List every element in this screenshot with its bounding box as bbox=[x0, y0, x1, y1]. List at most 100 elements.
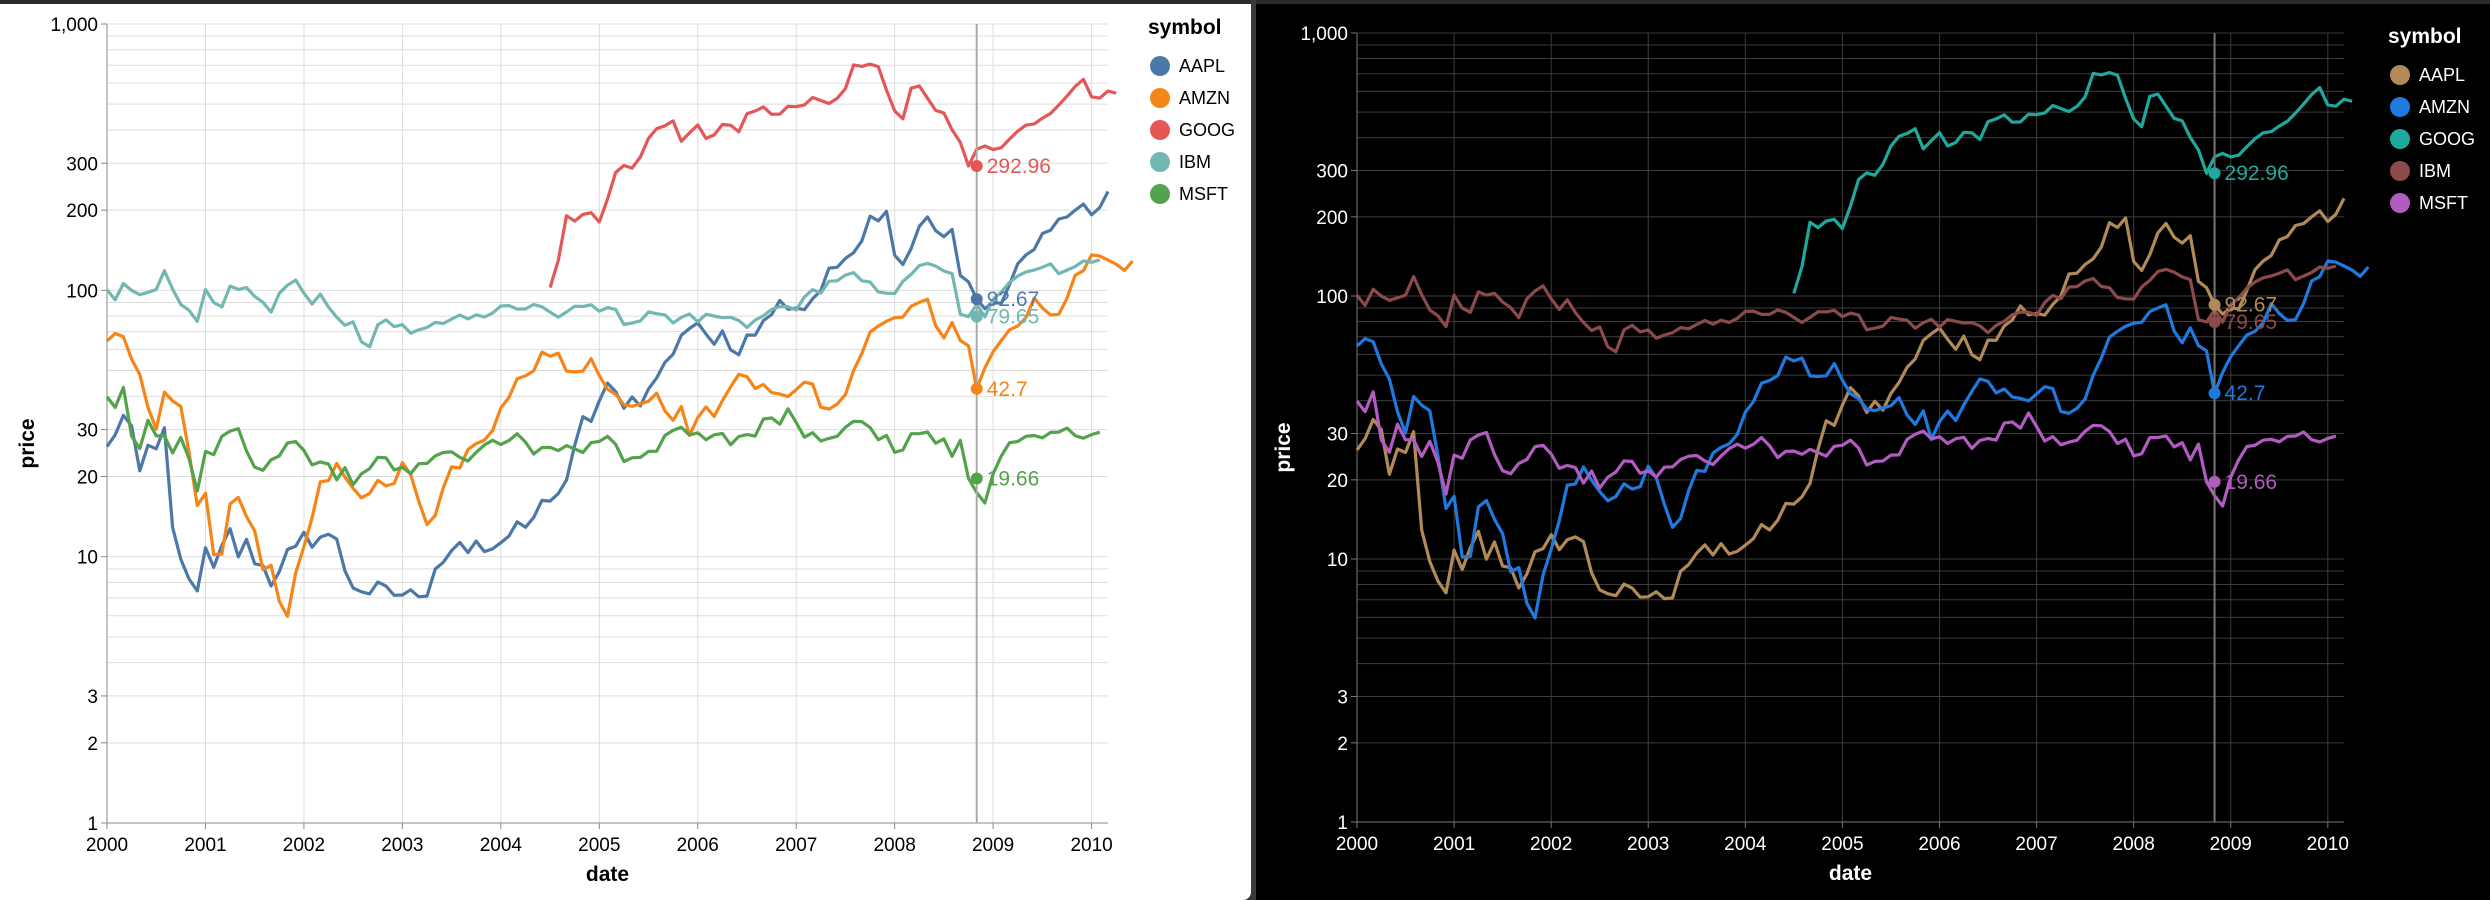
legend-label-goog[interactable]: GOOG bbox=[2419, 129, 2475, 149]
legend[interactable]: symbol AAPL AMZN GOOG IBM MSFT bbox=[2388, 25, 2475, 213]
y-tick-label: 300 bbox=[66, 154, 98, 175]
legend[interactable]: symbol AAPL AMZN GOOG IBM MSFT bbox=[1148, 16, 1235, 204]
legend-swatch-goog[interactable] bbox=[1150, 120, 1170, 140]
top-bar bbox=[0, 0, 1251, 4]
dark-chart-panel: 1 2 3 10 20 30 100 200 300 1,000 2000 2001 2002 2003 2… bbox=[1256, 0, 2490, 900]
legend-swatch-ibm[interactable] bbox=[1150, 152, 1170, 172]
x-tick-label: 2006 bbox=[1918, 834, 1960, 855]
y-tick-label: 20 bbox=[77, 467, 98, 488]
y-tick-label: 100 bbox=[66, 281, 98, 302]
legend-swatch-msft[interactable] bbox=[2390, 193, 2410, 213]
y-tick-label: 30 bbox=[77, 421, 98, 442]
x-tick-label: 2005 bbox=[578, 835, 620, 856]
hover-label-aapl: 92.67 bbox=[2225, 294, 2278, 317]
hover-point-aapl[interactable] bbox=[2208, 298, 2221, 311]
x-tick-label: 2000 bbox=[86, 835, 128, 856]
legend-label-msft[interactable]: MSFT bbox=[1179, 184, 1228, 204]
light-chart-svg[interactable]: 1 2 3 10 20 30 100 200 300 1,000 2000 2001 2002 2003 2… bbox=[0, 0, 1251, 900]
y-tick-label: 10 bbox=[77, 548, 98, 569]
series-line-ibm[interactable] bbox=[105, 258, 1101, 349]
x-tick-label: 2006 bbox=[677, 835, 719, 856]
y-tick-label: 10 bbox=[1327, 550, 1348, 571]
x-tick-label: 2001 bbox=[1433, 834, 1475, 855]
x-tick-label: 2005 bbox=[1821, 834, 1863, 855]
series-line-goog[interactable] bbox=[548, 62, 1117, 289]
x-tick-label: 2002 bbox=[283, 835, 325, 856]
light-chart-panel: 1 2 3 10 20 30 100 200 300 1,000 2000 2001 2002 2003 2… bbox=[0, 0, 1251, 900]
x-tick-label: 2000 bbox=[1336, 834, 1378, 855]
legend-swatch-aapl[interactable] bbox=[2390, 65, 2410, 85]
hover-point-msft[interactable] bbox=[2208, 475, 2221, 488]
x-axis-title: date bbox=[586, 863, 629, 886]
y-tick-label: 100 bbox=[1316, 287, 1348, 308]
legend-swatch-goog[interactable] bbox=[2390, 129, 2410, 149]
hover-label-amzn: 42.7 bbox=[987, 378, 1028, 401]
series-line-msft[interactable] bbox=[105, 385, 1101, 505]
y-tick-label: 30 bbox=[1327, 425, 1348, 446]
series-lines bbox=[1355, 71, 2370, 620]
legend-swatch-amzn[interactable] bbox=[2390, 97, 2410, 117]
hover-point-aapl[interactable] bbox=[970, 293, 983, 306]
hover-point-amzn[interactable] bbox=[970, 382, 983, 395]
hover-point-ibm[interactable] bbox=[2208, 315, 2221, 328]
x-tick-label: 2004 bbox=[1724, 834, 1767, 855]
y-tick-label: 1,000 bbox=[50, 15, 98, 36]
top-bar bbox=[1256, 0, 2490, 4]
x-tick-label: 2001 bbox=[184, 835, 226, 856]
hover-label-aapl: 92.67 bbox=[987, 288, 1040, 311]
x-tick-label: 2008 bbox=[2113, 834, 2155, 855]
hover-label-msft: 19.66 bbox=[987, 467, 1040, 490]
series-line-ibm[interactable] bbox=[1355, 264, 2337, 354]
series-line-amzn[interactable] bbox=[1355, 259, 2370, 620]
hover-point-msft[interactable] bbox=[970, 472, 983, 485]
y-tick-label: 3 bbox=[1337, 688, 1348, 709]
legend-swatch-msft[interactable] bbox=[1150, 184, 1170, 204]
y-tick-label: 2 bbox=[87, 734, 98, 755]
series-line-goog[interactable] bbox=[1792, 71, 2353, 294]
hover-labels: 92.67 42.7 292.96 79.65 19.66 bbox=[970, 155, 1051, 490]
grid bbox=[1356, 32, 2344, 823]
hover-point-amzn[interactable] bbox=[2208, 387, 2221, 400]
x-tick-label: 2007 bbox=[2015, 834, 2057, 855]
y-tick-label: 20 bbox=[1327, 471, 1348, 492]
y-tick-label: 1 bbox=[87, 814, 98, 835]
legend-label-ibm[interactable]: IBM bbox=[1179, 152, 1211, 172]
y-axis-title: price bbox=[1272, 422, 1295, 472]
legend-label-amzn[interactable]: AMZN bbox=[2419, 97, 2470, 117]
legend-title: symbol bbox=[1148, 16, 1222, 39]
x-tick-label: 2007 bbox=[775, 835, 817, 856]
hover-label-ibm: 79.65 bbox=[2225, 311, 2278, 334]
axes: 1 2 3 10 20 30 100 200 300 1,000 2000 2001 2002 2003 2… bbox=[50, 15, 1112, 856]
dark-chart-svg[interactable]: 1 2 3 10 20 30 100 200 300 1,000 2000 2001 2002 2003 2… bbox=[1256, 0, 2490, 900]
legend-label-aapl[interactable]: AAPL bbox=[2419, 65, 2465, 85]
hover-point-goog[interactable] bbox=[970, 160, 983, 173]
x-tick-label: 2004 bbox=[480, 835, 523, 856]
hover-point-ibm[interactable] bbox=[970, 310, 983, 323]
hover-label-goog: 292.96 bbox=[987, 155, 1051, 178]
series-line-amzn[interactable] bbox=[105, 253, 1134, 618]
x-tick-label: 2008 bbox=[874, 835, 916, 856]
x-tick-label: 2003 bbox=[1627, 834, 1669, 855]
legend-label-goog[interactable]: GOOG bbox=[1179, 120, 1235, 140]
y-tick-label: 3 bbox=[87, 687, 98, 708]
legend-label-msft[interactable]: MSFT bbox=[2419, 193, 2468, 213]
x-tick-label: 2010 bbox=[1070, 835, 1112, 856]
legend-label-aapl[interactable]: AAPL bbox=[1179, 56, 1225, 76]
x-tick-label: 2009 bbox=[2210, 834, 2252, 855]
y-tick-label: 1,000 bbox=[1300, 24, 1348, 45]
legend-label-ibm[interactable]: IBM bbox=[2419, 161, 2451, 181]
y-axis-title: price bbox=[16, 418, 39, 468]
hover-label-msft: 19.66 bbox=[2225, 471, 2278, 494]
grid bbox=[106, 23, 1108, 824]
y-tick-label: 1 bbox=[1337, 813, 1348, 834]
legend-swatch-aapl[interactable] bbox=[1150, 56, 1170, 76]
legend-title: symbol bbox=[2388, 25, 2462, 48]
legend-swatch-amzn[interactable] bbox=[1150, 88, 1170, 108]
legend-label-amzn[interactable]: AMZN bbox=[1179, 88, 1230, 108]
x-tick-label: 2002 bbox=[1530, 834, 1572, 855]
x-tick-label: 2010 bbox=[2307, 834, 2349, 855]
legend-swatch-ibm[interactable] bbox=[2390, 161, 2410, 181]
hover-point-goog[interactable] bbox=[2208, 167, 2221, 180]
y-tick-label: 300 bbox=[1316, 162, 1348, 183]
series-line-msft[interactable] bbox=[1355, 390, 2337, 508]
